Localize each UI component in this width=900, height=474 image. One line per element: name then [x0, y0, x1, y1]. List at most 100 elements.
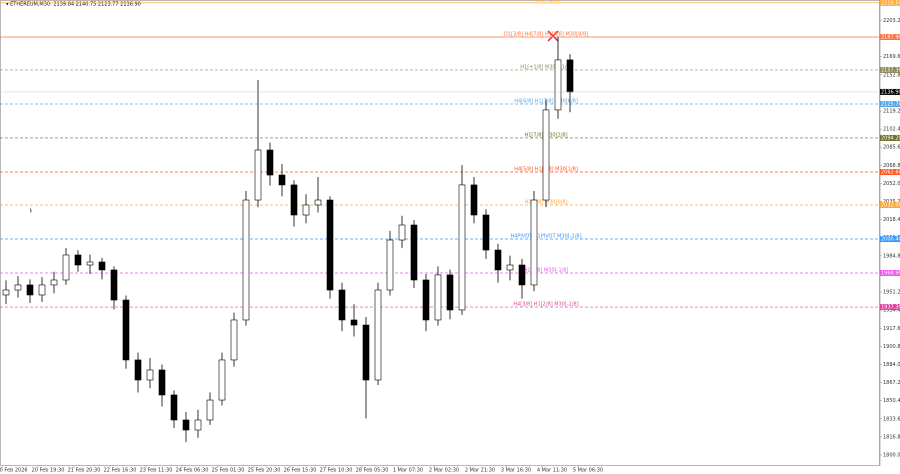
- plot-frame: [0, 0, 880, 466]
- candle-body: [98, 261, 106, 271]
- y-tick-label: 2068.80: [883, 163, 900, 169]
- y-tick-label: 2203.20: [883, 18, 900, 24]
- y-tick-label: 1934.40: [883, 308, 900, 314]
- level-label: H4[3/8] H1[2/8] M30[-2/8]: [513, 302, 578, 308]
- level-tag-label: 2094.20: [881, 135, 900, 141]
- candle-body: [470, 184, 478, 216]
- candle-body: [62, 254, 70, 281]
- candle-body: [194, 419, 202, 431]
- y-tick-label: 2052.00: [883, 181, 900, 187]
- x-tick-label: 20 Feb 2026: [0, 468, 28, 474]
- candle-body: [434, 274, 442, 321]
- candle-body: [14, 284, 22, 291]
- candle-body: [170, 394, 178, 421]
- candle-body: [506, 264, 514, 271]
- candle-body: [530, 199, 538, 286]
- candle-body: [74, 254, 82, 266]
- y-tick-label: 2018.40: [883, 217, 900, 223]
- level-tag: [880, 134, 900, 141]
- candle-body: [254, 149, 262, 201]
- current-price-tag: [880, 88, 900, 95]
- x-tick-label: 22 Feb 16:30: [104, 468, 137, 474]
- y-tick-label: 1900.80: [883, 344, 900, 350]
- candle-body: [446, 274, 454, 311]
- candle-body: [158, 369, 166, 396]
- level-label: D1[3/8] H4[7/8] H1[8/8] M30[8/8]: [504, 31, 588, 37]
- level-label: M30[+2/8]: [533, 0, 560, 3]
- level-tag-label: 1937.30: [881, 305, 900, 311]
- candle-body: [458, 184, 466, 311]
- level-tag-label: 2157.30: [881, 67, 900, 73]
- candle-body: [242, 199, 250, 321]
- candle-body: [374, 289, 382, 381]
- x-tick-label: 2 Mar 21:30: [465, 468, 495, 474]
- candle-body: [410, 224, 418, 281]
- level-tag-label: 2032.00: [881, 202, 900, 208]
- candle-body: [290, 184, 298, 216]
- candle-body: [206, 399, 214, 421]
- level-tag-label: 2062.60: [881, 170, 900, 176]
- level-tag: [880, 304, 900, 311]
- candle-body: [554, 59, 562, 111]
- y-tick-label: 1951.20: [883, 290, 900, 296]
- level-tag-label: 1968.90: [881, 270, 900, 276]
- x-tick-label: 4 Mar 11:30: [537, 468, 567, 474]
- candle-body: [86, 261, 94, 266]
- level-tag: [880, 66, 900, 73]
- y-tick-label: 1833.60: [883, 416, 900, 422]
- candle-body: [122, 299, 130, 361]
- candle-body: [338, 289, 346, 321]
- candle-body: [182, 419, 190, 431]
- candle-body: [494, 249, 502, 271]
- candle-body: [134, 359, 142, 381]
- level-label: H4PIVOT H1PIVOT M30[-1/8]: [510, 234, 581, 240]
- level-label: H1[+1/8] M30[+1/8]: [520, 64, 572, 70]
- x-tick-label: 25 Feb 20:30: [248, 468, 281, 474]
- candle-body: [230, 319, 238, 361]
- candle-body: [542, 109, 550, 201]
- candle-body: [386, 239, 394, 291]
- candle-body: [314, 199, 322, 206]
- x-tick-label: 25 Feb 01:30: [212, 468, 245, 474]
- y-tick-label: 2085.60: [883, 145, 900, 151]
- candle-body: [110, 269, 118, 301]
- level-tag-label: 2125.70: [881, 101, 900, 107]
- x-tick-label: 20 Feb 19:30: [32, 468, 65, 474]
- candle-body: [26, 284, 34, 296]
- candle-body: [362, 324, 370, 381]
- chart-title: ▾ ETHEREUM,M30: 2139.84 2140.75 2123.77 …: [6, 2, 141, 8]
- x-tick-label: 21 Feb 20:30: [68, 468, 101, 474]
- level-tag: [880, 236, 900, 243]
- cursor: [30, 207, 32, 213]
- y-tick-label: 2169.60: [883, 54, 900, 60]
- candle-body: [266, 149, 274, 176]
- x-tick-label: 2 Mar 02:30: [429, 468, 459, 474]
- level-tag: [880, 269, 900, 276]
- candle-body: [218, 359, 226, 401]
- candle-body: [422, 279, 430, 321]
- level-tag: [880, 201, 900, 208]
- level-tag: [880, 100, 900, 107]
- y-tick-label: 1884.00: [883, 362, 900, 368]
- y-tick-label: 2102.40: [883, 127, 900, 133]
- y-tick-label: 1816.80: [883, 434, 900, 440]
- y-tick-label: 2152.80: [883, 72, 900, 78]
- level-tag-label: 2187.90: [881, 34, 900, 40]
- x-tick-label: 27 Feb 10:30: [320, 468, 353, 474]
- x-tick-label: 1 Mar 07:30: [393, 468, 423, 474]
- candle-body: [326, 199, 334, 291]
- current-price-label: 2136.90: [881, 89, 900, 95]
- candle-body: [482, 214, 490, 251]
- candle-body: [278, 174, 286, 186]
- level-tag-label: 2000.40: [881, 237, 900, 243]
- y-tick-label: 1850.40: [883, 398, 900, 404]
- level-tag-label: 2219.50: [881, 0, 900, 6]
- candle-body: [302, 204, 310, 216]
- candle-body: [38, 284, 46, 296]
- y-tick-label: 2119.20: [883, 109, 900, 115]
- y-tick-label: 1917.60: [883, 326, 900, 332]
- level-tag: [880, 0, 900, 6]
- x-tick-label: 5 Mar 06:30: [573, 468, 603, 474]
